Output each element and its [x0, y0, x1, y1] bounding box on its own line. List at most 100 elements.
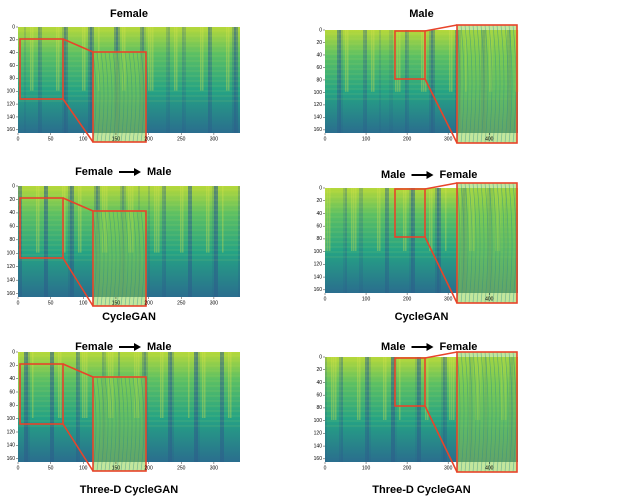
arrow-head: [426, 171, 434, 179]
y-tick-label: 160: [7, 127, 16, 133]
y-tick-label: 140: [7, 114, 16, 120]
silence-stripe: [168, 27, 170, 133]
y-tick-label: 120: [314, 102, 323, 108]
voiced-stripe: [82, 27, 84, 91]
y-tick-label: 140: [7, 278, 16, 284]
silence-stripe: [433, 30, 435, 133]
spectrogram-panel: [18, 186, 240, 307]
title-target: Male: [147, 341, 171, 353]
y-tick-label: 40: [9, 376, 15, 382]
x-tick-label: 200: [403, 465, 412, 471]
silence-stripe: [407, 30, 409, 133]
voiced-stripe: [202, 352, 204, 418]
voiced-stripe: [429, 188, 431, 251]
y-tick-label: 40: [316, 380, 322, 386]
x-tick-label: 100: [362, 136, 371, 142]
zoom-texture: [92, 210, 97, 307]
x-tick-label: 300: [444, 136, 453, 142]
voiced-stripe: [158, 186, 160, 253]
voiced-stripe: [351, 188, 353, 251]
voiced-stripe: [180, 186, 182, 253]
zoom-texture: [124, 51, 129, 143]
voiced-stripe: [383, 357, 385, 420]
silence-stripe: [385, 188, 387, 293]
x-tick-label: 200: [144, 465, 153, 471]
zoom-connector: [62, 257, 94, 307]
zoom-connector: [62, 363, 94, 378]
y-tick-label: 40: [316, 211, 322, 217]
voiced-stripe: [397, 30, 399, 92]
y-tick-label: 40: [9, 50, 15, 56]
zoom-connector: [424, 24, 458, 32]
zoom-texture: [484, 351, 489, 473]
zoom-texture: [128, 210, 133, 307]
y-tick-label: 140: [314, 115, 323, 121]
zoom-texture: [480, 182, 485, 304]
zoom-texture: [464, 182, 469, 304]
y-tick-label: 80: [9, 76, 15, 82]
y-tick-label: 160: [314, 456, 323, 462]
voiced-stripe: [64, 186, 66, 253]
zoom-box: [92, 51, 147, 143]
zoom-texture: [112, 376, 117, 472]
silence-stripe: [64, 27, 66, 133]
silence-stripe: [208, 27, 210, 133]
y-tick-label: 60: [9, 63, 15, 69]
voiced-stripe: [399, 357, 401, 420]
zoom-texture: [468, 24, 473, 144]
x-tick-label: 0: [324, 465, 327, 471]
panel-caption: CycleGAN: [395, 311, 449, 323]
zoom-texture: [116, 51, 121, 143]
silence-stripe: [214, 186, 216, 297]
zoom-connector: [424, 405, 458, 473]
voiced-stripe: [58, 352, 60, 418]
voiced-stripe: [148, 27, 150, 91]
silence-stripe: [365, 357, 367, 462]
zoom-box: [92, 210, 147, 307]
voiced-stripe: [182, 186, 184, 253]
zoom-texture: [128, 51, 133, 143]
voiced-stripe: [60, 352, 62, 418]
silence-stripe: [439, 188, 441, 293]
silence-stripe: [182, 27, 184, 133]
zoom-texture: [496, 351, 501, 473]
y-tick-label: 60: [316, 65, 322, 71]
zoom-box: [456, 182, 518, 304]
silence-stripe: [66, 27, 68, 133]
voiced-stripe: [327, 188, 329, 251]
zoom-fill: [93, 211, 146, 306]
zoom-texture: [136, 51, 141, 143]
voiced-stripe: [333, 357, 335, 420]
zoom-texture: [116, 210, 121, 307]
zoom-texture: [140, 376, 145, 472]
voiced-stripe: [84, 352, 86, 418]
zoom-connector: [62, 38, 94, 53]
x-tick-label: 150: [112, 136, 121, 142]
silence-stripe: [369, 357, 371, 462]
y-tick-label: 140: [314, 443, 323, 449]
voiced-stripe: [208, 186, 210, 253]
zoom-texture: [96, 376, 101, 472]
zoom-connector: [424, 351, 458, 359]
silence-stripe: [222, 352, 224, 462]
voiced-stripe: [325, 188, 327, 251]
zoom-texture: [460, 24, 465, 144]
silence-stripe: [88, 27, 90, 133]
y-tick-label: 20: [316, 198, 322, 204]
x-tick-label: 50: [48, 136, 54, 142]
voiced-stripe: [345, 30, 347, 92]
x-tick-label: 250: [177, 136, 186, 142]
silence-stripe: [44, 186, 46, 297]
silence-stripe: [359, 188, 361, 293]
silence-stripe: [38, 27, 40, 133]
y-tick-label: 160: [7, 456, 16, 462]
y-tick-label: 140: [7, 443, 16, 449]
y-tick-label: 80: [316, 77, 322, 83]
zoom-box: [456, 351, 518, 473]
silence-stripe: [210, 27, 212, 133]
voiced-stripe: [200, 27, 202, 91]
zoom-texture: [140, 51, 145, 143]
zoom-texture: [504, 351, 509, 473]
voiced-stripe: [427, 357, 429, 420]
silence-stripe: [361, 188, 363, 293]
